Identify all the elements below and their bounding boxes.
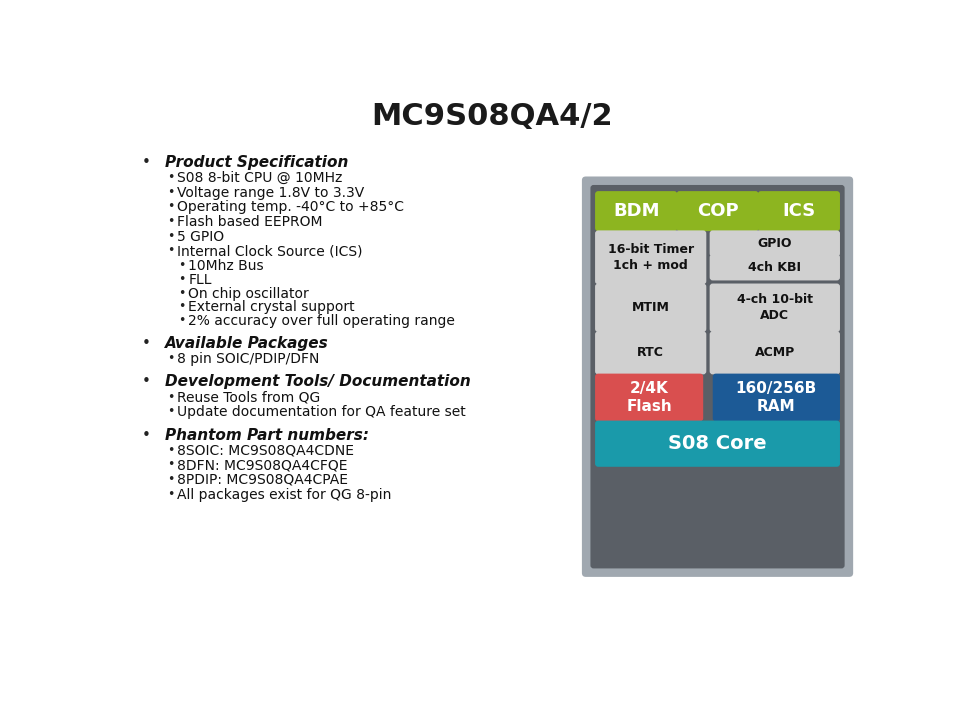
FancyBboxPatch shape — [595, 284, 707, 332]
FancyBboxPatch shape — [582, 176, 853, 577]
FancyBboxPatch shape — [595, 331, 707, 374]
FancyBboxPatch shape — [677, 191, 758, 231]
Text: •: • — [142, 336, 151, 351]
Text: External crystal support: External crystal support — [188, 300, 355, 315]
Text: •: • — [142, 374, 151, 390]
Text: FLL: FLL — [188, 273, 212, 287]
Text: •: • — [167, 171, 175, 184]
Text: •: • — [142, 155, 151, 170]
FancyBboxPatch shape — [709, 230, 840, 256]
Text: GPIO: GPIO — [757, 237, 792, 250]
Text: •: • — [167, 186, 175, 199]
Text: •: • — [167, 390, 175, 403]
Text: BDM: BDM — [612, 202, 660, 220]
Text: Internal Clock Source (ICS): Internal Clock Source (ICS) — [178, 244, 363, 258]
Text: •: • — [167, 473, 175, 486]
Text: Voltage range 1.8V to 3.3V: Voltage range 1.8V to 3.3V — [178, 186, 365, 199]
Text: •: • — [167, 444, 175, 456]
Text: MC9S08QA4/2: MC9S08QA4/2 — [372, 102, 612, 131]
Text: •: • — [167, 405, 175, 418]
Text: Update documentation for QA feature set: Update documentation for QA feature set — [178, 405, 467, 419]
Text: All packages exist for QG 8-pin: All packages exist for QG 8-pin — [178, 487, 392, 502]
Text: 10Mhz Bus: 10Mhz Bus — [188, 259, 264, 273]
Text: 8DFN: MC9S08QA4CFQE: 8DFN: MC9S08QA4CFQE — [178, 459, 348, 472]
Text: 160/256B
RAM: 160/256B RAM — [735, 381, 817, 414]
Text: 5 GPIO: 5 GPIO — [178, 230, 225, 243]
Text: Flash based EEPROM: Flash based EEPROM — [178, 215, 323, 229]
Text: Reuse Tools from QG: Reuse Tools from QG — [178, 390, 321, 405]
FancyBboxPatch shape — [757, 191, 840, 231]
Text: 2% accuracy over full operating range: 2% accuracy over full operating range — [188, 315, 455, 328]
Text: Available Packages: Available Packages — [165, 336, 328, 351]
Text: 4-ch 10-bit
ADC: 4-ch 10-bit ADC — [737, 293, 813, 323]
Text: •: • — [178, 287, 185, 300]
FancyBboxPatch shape — [595, 420, 840, 467]
Text: •: • — [167, 200, 175, 213]
Text: •: • — [178, 259, 185, 272]
Text: On chip oscillator: On chip oscillator — [188, 287, 309, 301]
Text: Operating temp. -40°C to +85°C: Operating temp. -40°C to +85°C — [178, 200, 404, 215]
Text: 16-bit Timer
1ch + mod: 16-bit Timer 1ch + mod — [608, 243, 694, 272]
FancyBboxPatch shape — [709, 254, 840, 280]
Text: ICS: ICS — [782, 202, 816, 220]
Text: •: • — [167, 215, 175, 228]
Text: S08 Core: S08 Core — [668, 434, 767, 453]
Text: MTIM: MTIM — [632, 301, 670, 314]
Text: Development Tools/ Documentation: Development Tools/ Documentation — [165, 374, 470, 390]
FancyBboxPatch shape — [709, 331, 840, 374]
Text: •: • — [178, 273, 185, 286]
Text: •: • — [178, 300, 185, 313]
Text: COP: COP — [697, 202, 738, 220]
Text: •: • — [167, 352, 175, 365]
Text: ACMP: ACMP — [755, 346, 795, 359]
Text: 2/4K
Flash: 2/4K Flash — [626, 381, 672, 414]
FancyBboxPatch shape — [595, 230, 707, 284]
Text: S08 8-bit CPU @ 10MHz: S08 8-bit CPU @ 10MHz — [178, 171, 343, 185]
FancyBboxPatch shape — [709, 284, 840, 332]
Text: •: • — [142, 428, 151, 443]
Text: 4ch KBI: 4ch KBI — [748, 261, 802, 274]
Text: •: • — [178, 315, 185, 328]
FancyBboxPatch shape — [712, 374, 840, 421]
FancyBboxPatch shape — [590, 185, 845, 568]
Text: •: • — [167, 244, 175, 257]
Text: 8PDIP: MC9S08QA4CPAE: 8PDIP: MC9S08QA4CPAE — [178, 473, 348, 487]
Text: Phantom Part numbers:: Phantom Part numbers: — [165, 428, 369, 443]
Text: •: • — [167, 459, 175, 472]
Text: RTC: RTC — [637, 346, 664, 359]
Text: Product Specification: Product Specification — [165, 155, 348, 170]
Text: 8 pin SOIC/PDIP/DFN: 8 pin SOIC/PDIP/DFN — [178, 352, 320, 366]
FancyBboxPatch shape — [595, 374, 704, 421]
Text: •: • — [167, 487, 175, 500]
Text: 8SOIC: MC9S08QA4CDNE: 8SOIC: MC9S08QA4CDNE — [178, 444, 354, 458]
FancyBboxPatch shape — [595, 191, 677, 231]
Text: •: • — [167, 230, 175, 243]
